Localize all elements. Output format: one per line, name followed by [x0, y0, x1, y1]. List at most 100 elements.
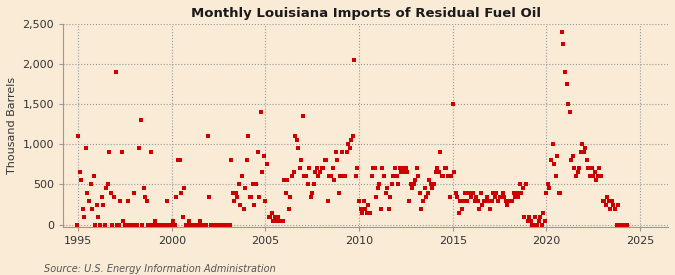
- Y-axis label: Thousand Barrels: Thousand Barrels: [7, 77, 17, 174]
- Point: [380, 190, 391, 195]
- Point: [327, 166, 338, 170]
- Point: [340, 174, 350, 179]
- Point: [178, 214, 188, 219]
- Point: [304, 166, 315, 170]
- Point: [452, 194, 463, 199]
- Point: [87, 206, 98, 211]
- Point: [93, 214, 104, 219]
- Point: [561, 82, 572, 86]
- Point: [149, 218, 160, 223]
- Point: [310, 170, 321, 175]
- Point: [184, 218, 194, 223]
- Point: [614, 222, 625, 227]
- Point: [575, 150, 586, 155]
- Point: [99, 222, 110, 227]
- Point: [600, 202, 611, 207]
- Point: [578, 150, 589, 155]
- Point: [407, 186, 418, 191]
- Point: [307, 190, 318, 195]
- Point: [112, 222, 123, 227]
- Point: [88, 174, 99, 179]
- Point: [491, 190, 502, 195]
- Point: [329, 178, 340, 183]
- Point: [182, 222, 193, 227]
- Point: [605, 206, 616, 211]
- Point: [255, 110, 266, 114]
- Point: [479, 198, 489, 203]
- Point: [511, 190, 522, 195]
- Point: [285, 194, 296, 199]
- Point: [313, 174, 324, 179]
- Point: [266, 210, 277, 215]
- Point: [530, 214, 541, 219]
- Point: [166, 222, 177, 227]
- Point: [379, 174, 389, 179]
- Point: [552, 154, 563, 159]
- Point: [338, 174, 349, 179]
- Point: [185, 222, 196, 227]
- Point: [373, 186, 383, 191]
- Point: [564, 110, 575, 114]
- Point: [363, 202, 374, 207]
- Point: [153, 222, 163, 227]
- Point: [215, 222, 225, 227]
- Point: [419, 186, 430, 191]
- Point: [588, 174, 599, 179]
- Point: [466, 194, 477, 199]
- Point: [113, 222, 124, 227]
- Point: [241, 158, 252, 163]
- Point: [273, 214, 284, 219]
- Point: [531, 222, 542, 227]
- Point: [432, 166, 443, 170]
- Point: [144, 222, 155, 227]
- Point: [416, 206, 427, 211]
- Point: [277, 218, 288, 223]
- Point: [321, 158, 331, 163]
- Point: [427, 186, 438, 191]
- Point: [162, 198, 173, 203]
- Point: [558, 42, 569, 46]
- Point: [155, 222, 166, 227]
- Point: [130, 222, 141, 227]
- Point: [230, 190, 241, 195]
- Point: [505, 198, 516, 203]
- Point: [324, 174, 335, 179]
- Point: [391, 174, 402, 179]
- Point: [92, 202, 103, 207]
- Point: [374, 182, 385, 187]
- Point: [418, 198, 429, 203]
- Point: [96, 194, 107, 199]
- Point: [311, 166, 322, 170]
- Point: [115, 198, 126, 203]
- Point: [290, 134, 300, 139]
- Point: [110, 70, 121, 74]
- Point: [244, 194, 255, 199]
- Point: [344, 146, 355, 150]
- Point: [497, 190, 508, 195]
- Point: [382, 186, 393, 191]
- Point: [95, 222, 105, 227]
- Point: [151, 222, 161, 227]
- Point: [545, 158, 556, 163]
- Point: [589, 170, 600, 175]
- Point: [299, 174, 310, 179]
- Point: [179, 186, 190, 191]
- Point: [394, 166, 405, 170]
- Point: [525, 218, 536, 223]
- Point: [443, 174, 454, 179]
- Point: [191, 222, 202, 227]
- Point: [399, 170, 410, 175]
- Point: [464, 190, 475, 195]
- Point: [357, 210, 368, 215]
- Point: [316, 166, 327, 170]
- Point: [507, 198, 518, 203]
- Point: [254, 194, 265, 199]
- Point: [514, 182, 525, 187]
- Point: [472, 198, 483, 203]
- Point: [611, 222, 622, 227]
- Point: [282, 178, 293, 183]
- Point: [271, 218, 281, 223]
- Point: [410, 178, 421, 183]
- Point: [248, 182, 259, 187]
- Point: [129, 190, 140, 195]
